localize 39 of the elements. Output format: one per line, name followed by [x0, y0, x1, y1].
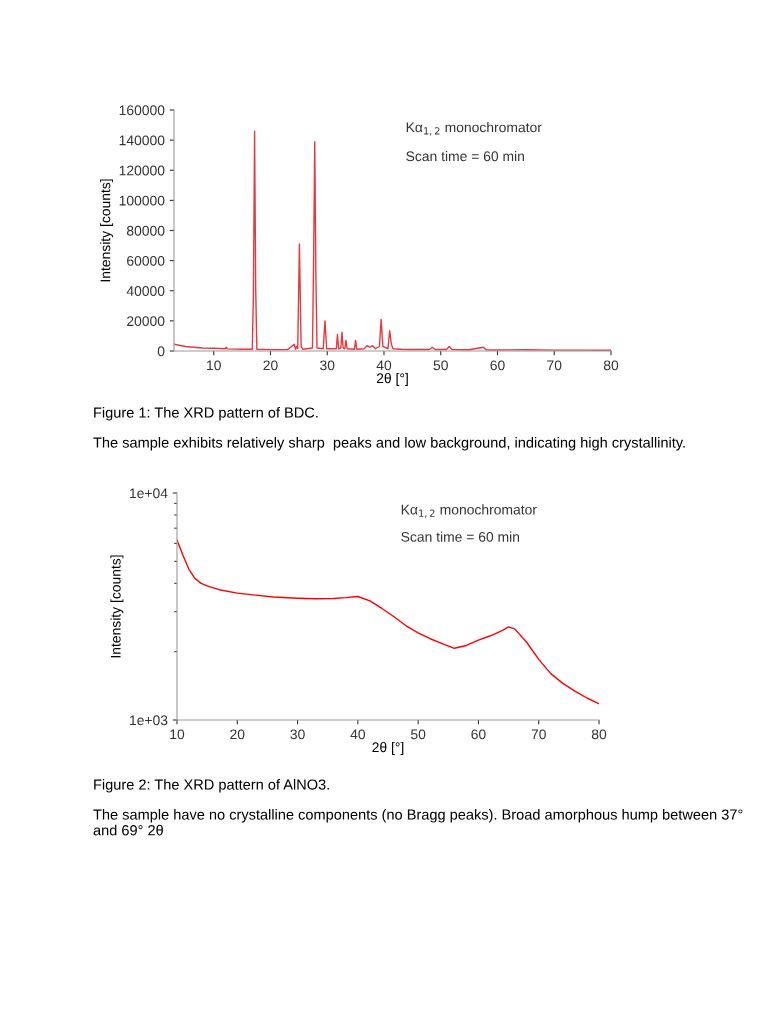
- x-tick-label: 80: [603, 360, 619, 371]
- x-tick-label: 20: [263, 360, 278, 371]
- x-tick-label: 70: [531, 729, 546, 740]
- x-tick-label: 50: [410, 729, 426, 740]
- x-tick-label: 50: [433, 360, 448, 371]
- y-axis-title: Intensity [counts]: [110, 555, 124, 658]
- y-tick-label: 140000: [119, 135, 165, 146]
- y-tick-label: 80000: [126, 225, 165, 236]
- annotation: Kα$_{1,2}$ monochromator: [406, 122, 542, 136]
- annotation: Scan time = 60 min: [401, 531, 520, 542]
- y-tick-label: 1e+03: [130, 715, 168, 726]
- caption: Figure 2: The XRD pattern of AlNO3.: [94, 779, 329, 793]
- y-tick-label: 0: [157, 346, 165, 357]
- y-tick-label: 20000: [127, 316, 165, 327]
- x-tick-label: 10: [207, 360, 221, 371]
- x-tick-label: 30: [290, 729, 305, 740]
- x-tick-label: 10: [170, 729, 185, 740]
- annotation: Scan time = 60 min: [406, 150, 524, 162]
- x-axis-title: 2θ [°]: [372, 741, 404, 755]
- x-tick-label: 80: [591, 729, 607, 740]
- y-tick-label: 40000: [126, 286, 165, 296]
- x-tick-label: 40: [376, 360, 392, 371]
- annotation: Kα$_{1,2}$ monochromator: [401, 504, 537, 518]
- y-tick-label: 60000: [127, 255, 165, 266]
- y-tick-label: 1e+04: [130, 488, 168, 499]
- x-tick-label: 30: [320, 360, 335, 371]
- x-tick-label: 60: [490, 360, 505, 371]
- x-tick-label: 40: [350, 729, 366, 740]
- x-axis-title: 2θ [°]: [376, 372, 408, 386]
- text: The sample exhibits relatively sharp peaks and low background, indicating high crystallinity.: [93, 437, 685, 451]
- text: The sample have no crystalline components (no Bragg peaks). Broad amorphous hump between 37° and 69° 2θ: [93, 809, 743, 836]
- y-tick-label: 100000: [119, 195, 165, 206]
- x-tick-label: 70: [547, 360, 562, 371]
- y-tick-label: 160000: [119, 105, 165, 116]
- x-tick-label: 60: [471, 729, 486, 740]
- x-tick-label: 20: [230, 729, 245, 740]
- y-tick-label: 120000: [119, 165, 165, 176]
- y-axis-title: Intensity [counts]: [100, 179, 114, 282]
- caption: Figure 1: The XRD pattern of BDC.: [94, 407, 318, 421]
